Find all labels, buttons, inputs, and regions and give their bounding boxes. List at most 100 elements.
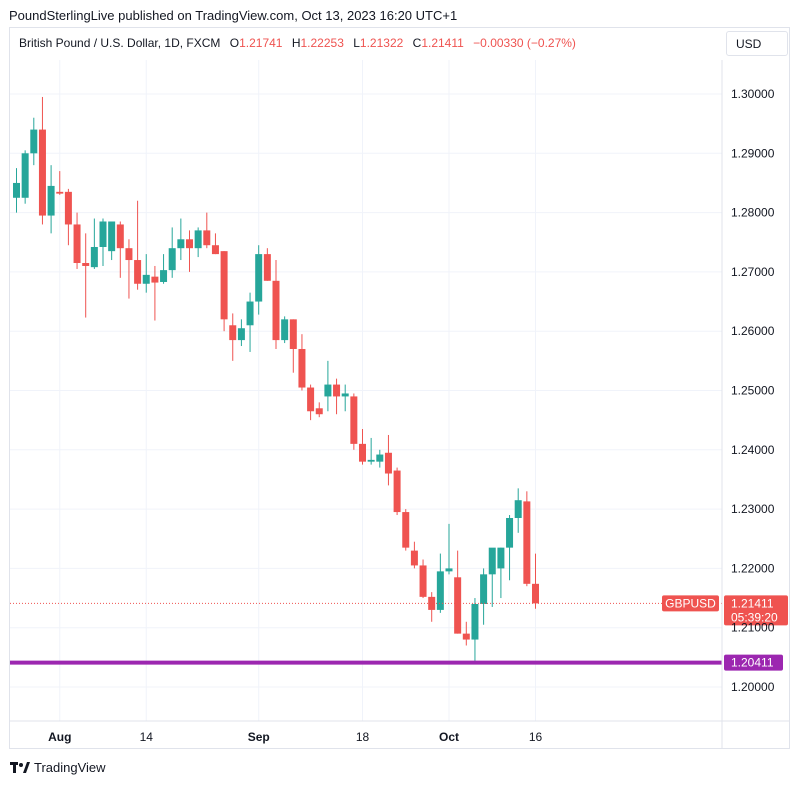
y-tick-label: 1.21000 bbox=[731, 621, 775, 635]
candle-body bbox=[168, 248, 176, 271]
candle-body bbox=[47, 185, 55, 216]
x-tick-label: 18 bbox=[356, 730, 370, 744]
candle-body bbox=[532, 583, 539, 604]
candle-body bbox=[142, 274, 150, 284]
candle-down bbox=[428, 592, 436, 622]
candle-up bbox=[324, 360, 332, 412]
candle-body bbox=[462, 633, 470, 640]
candle-up bbox=[341, 384, 349, 412]
currency-button[interactable]: USD bbox=[726, 31, 788, 56]
publisher-header: PoundSterlingLive published on TradingVi… bbox=[9, 8, 458, 23]
candle-body bbox=[272, 280, 280, 341]
candle-body bbox=[82, 263, 90, 266]
candle-up bbox=[480, 568, 488, 625]
candle-down bbox=[393, 467, 401, 516]
candle-body bbox=[229, 325, 237, 341]
candle-up bbox=[160, 254, 168, 284]
candle-body bbox=[480, 574, 488, 604]
candle-body bbox=[324, 384, 332, 397]
candle-up bbox=[246, 292, 254, 352]
candle-body bbox=[506, 517, 514, 548]
candle-body bbox=[402, 512, 410, 548]
y-tick-label: 1.28000 bbox=[731, 206, 775, 220]
candle-body bbox=[108, 221, 116, 252]
grid-lines bbox=[10, 60, 722, 721]
candle-body bbox=[428, 596, 436, 610]
candle-body bbox=[445, 568, 453, 572]
candle-up bbox=[237, 319, 245, 347]
candle-up bbox=[99, 218, 107, 266]
candle-down bbox=[532, 553, 539, 609]
candle-down bbox=[402, 509, 410, 551]
ohlc-legend: British Pound / U.S. Dollar, 1D, FXCM O1… bbox=[19, 36, 582, 50]
candle-down bbox=[333, 378, 341, 415]
candle-down bbox=[203, 212, 211, 249]
candle-body bbox=[410, 550, 418, 566]
candle-body bbox=[341, 393, 349, 397]
close-label: C bbox=[412, 36, 422, 50]
high-label: H bbox=[291, 36, 301, 50]
candle-up bbox=[281, 316, 289, 344]
candle-body bbox=[99, 221, 107, 247]
x-tick-label: Aug bbox=[48, 730, 71, 744]
candle-body bbox=[281, 319, 289, 341]
x-tick-label: 14 bbox=[140, 730, 154, 744]
candle-body bbox=[255, 254, 263, 302]
open-value: 1.21741 bbox=[239, 36, 283, 50]
footer-brand-label: TradingView bbox=[34, 760, 106, 775]
candle-down bbox=[64, 188, 72, 246]
y-tick-label: 1.27000 bbox=[731, 265, 775, 279]
candle-body bbox=[436, 571, 444, 610]
candle-down bbox=[350, 393, 358, 450]
candle-body bbox=[237, 328, 245, 341]
candle-body bbox=[64, 191, 72, 225]
candle-body bbox=[13, 182, 20, 198]
candle-up bbox=[255, 245, 263, 315]
y-tick-label: 1.23000 bbox=[731, 502, 775, 516]
candle-body bbox=[38, 129, 46, 216]
candle-up bbox=[367, 437, 375, 465]
low-value: 1.21322 bbox=[359, 36, 404, 50]
candle-down bbox=[82, 233, 90, 318]
candle-down bbox=[315, 402, 323, 418]
candle-down bbox=[523, 491, 531, 587]
candle-down bbox=[186, 230, 193, 272]
candle-down bbox=[151, 265, 159, 321]
candle-body bbox=[471, 603, 479, 640]
candle-body bbox=[116, 224, 124, 249]
candle-body bbox=[497, 547, 505, 569]
candle-body bbox=[393, 470, 401, 513]
x-tick-label: 16 bbox=[529, 730, 543, 744]
level-tag-value: 1.20411 bbox=[731, 656, 774, 670]
candle-body bbox=[307, 387, 315, 412]
close-value: 1.21411 bbox=[421, 36, 464, 50]
footer-brand[interactable]: TradingView bbox=[10, 760, 106, 775]
candle-down bbox=[298, 334, 306, 391]
candle-up bbox=[21, 150, 29, 204]
candle-up bbox=[506, 515, 514, 581]
y-tick-label: 1.20000 bbox=[731, 680, 775, 694]
candle-body bbox=[289, 319, 297, 349]
candle-up bbox=[194, 227, 202, 258]
candle-body bbox=[246, 301, 254, 326]
candle-body bbox=[454, 577, 462, 634]
tradingview-logo-icon bbox=[10, 761, 30, 773]
last-price-tag-value: 1.21411 bbox=[731, 596, 774, 610]
candle-up bbox=[376, 449, 384, 468]
candle-up bbox=[47, 165, 55, 234]
candle-body bbox=[73, 224, 81, 264]
symbol-tag bbox=[662, 595, 719, 612]
candle-down bbox=[462, 621, 470, 646]
level-tag bbox=[724, 654, 783, 671]
candle-up bbox=[90, 218, 98, 269]
candle-down bbox=[359, 429, 366, 465]
candle-up bbox=[108, 221, 116, 261]
candle-down bbox=[38, 96, 46, 225]
low-label: L bbox=[353, 36, 360, 50]
candle-up bbox=[13, 168, 20, 213]
candle-down bbox=[125, 239, 133, 299]
candle-down bbox=[263, 248, 271, 281]
axes: 1.30000 1.29000 1.28000 1.27000 1.26000 1.250… bbox=[10, 60, 789, 749]
y-tick-label: 1.24000 bbox=[731, 443, 775, 457]
